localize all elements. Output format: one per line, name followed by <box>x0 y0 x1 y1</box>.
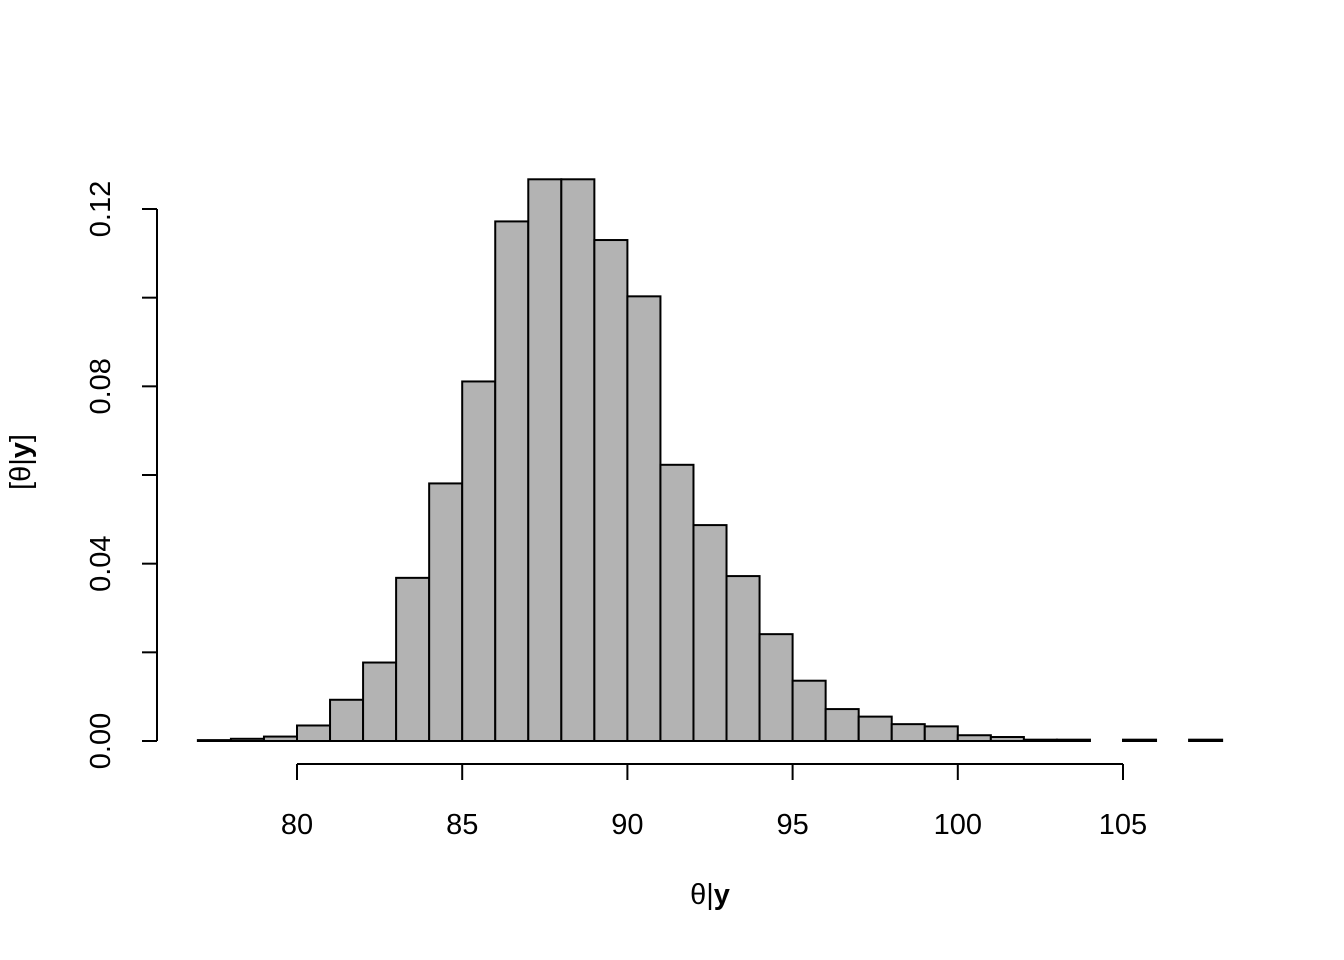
histogram-bar <box>362 661 398 743</box>
histogram-bar <box>593 239 629 743</box>
y-tick-label: 0.00 <box>85 713 117 769</box>
x-axis: 80 85 90 95 100 105 <box>281 763 1147 841</box>
histogram-bar <box>329 698 365 743</box>
histogram-bar <box>494 220 530 742</box>
histogram-bar <box>1122 738 1158 742</box>
bars-group <box>196 178 1224 743</box>
histogram-bar <box>196 739 232 743</box>
histogram-bar <box>659 463 695 742</box>
x-axis-title: θ|y <box>690 879 730 911</box>
histogram-bar <box>857 715 893 742</box>
x-tick-label: 90 <box>611 809 643 841</box>
histogram-bar <box>725 575 761 743</box>
x-tick-label: 80 <box>281 809 313 841</box>
histogram-bar <box>692 524 728 743</box>
y-tick-label: 0.08 <box>85 358 117 414</box>
histogram-bar <box>461 380 497 742</box>
x-tick-label: 100 <box>934 809 982 841</box>
y-tick-label: 0.12 <box>85 181 117 237</box>
histogram-bar <box>560 178 596 742</box>
histogram-bar <box>1188 738 1224 742</box>
histogram-bar <box>1022 738 1058 742</box>
histogram-bar <box>395 576 431 742</box>
x-tick-label: 105 <box>1099 809 1147 841</box>
histogram-bar <box>824 708 860 743</box>
histogram-bar <box>527 178 563 742</box>
histogram-bar <box>956 734 992 743</box>
histogram-bar <box>229 737 265 742</box>
histogram-bar <box>758 633 794 743</box>
y-tick-label: 0.04 <box>85 535 117 591</box>
y-axis-title: [θ|y] <box>5 434 37 490</box>
histogram-bar <box>626 295 662 742</box>
histogram-bar <box>890 723 926 742</box>
histogram-bar <box>262 735 298 742</box>
histogram-bar <box>923 725 959 742</box>
histogram-bar <box>428 482 464 742</box>
histogram-bar <box>791 679 827 742</box>
histogram-bar <box>989 736 1025 743</box>
y-axis: 0.00 0.04 0.08 0.12 <box>85 181 158 769</box>
x-tick-label: 85 <box>446 809 478 841</box>
histogram-bar <box>1055 738 1091 742</box>
x-tick-label: 95 <box>776 809 808 841</box>
histogram-bar <box>296 724 332 743</box>
